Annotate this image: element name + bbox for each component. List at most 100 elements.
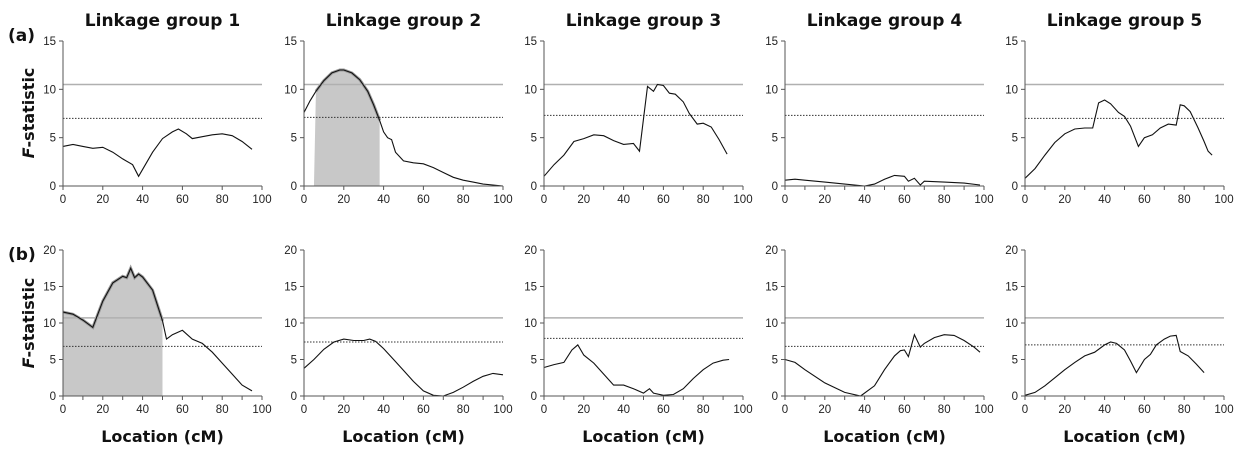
x-tick-label: 40 bbox=[377, 404, 390, 416]
x-tick-label: 100 bbox=[493, 404, 512, 416]
x-tick-label: 100 bbox=[252, 404, 271, 416]
x-tick-label: 60 bbox=[1138, 404, 1151, 416]
x-tick-label: 100 bbox=[252, 194, 271, 206]
x-tick-label: 80 bbox=[457, 404, 470, 416]
y-tick-label: 5 bbox=[291, 355, 297, 367]
y-tick-label: 0 bbox=[1012, 181, 1018, 193]
panel-title: Linkage group 2 bbox=[326, 11, 481, 31]
x-tick-label: 100 bbox=[733, 194, 752, 206]
x-tick-label: 80 bbox=[697, 194, 710, 206]
series-line bbox=[543, 344, 730, 396]
y-tick-label: 0 bbox=[50, 181, 56, 193]
confidence-region bbox=[313, 70, 380, 186]
chart-panel-5: Linkage group 5 0 5 10 15 0 20 40 60 80 100 bbox=[1005, 11, 1233, 206]
series-line bbox=[1024, 334, 1205, 396]
series-line bbox=[784, 174, 981, 187]
y-axis-label-rest: -statistic bbox=[19, 68, 38, 148]
x-tick-label: 20 bbox=[96, 194, 109, 206]
y-tick-label: 20 bbox=[43, 245, 56, 257]
x-tick-label: 40 bbox=[136, 194, 149, 206]
y-tick-label: 5 bbox=[531, 133, 537, 145]
y-tick-label: 5 bbox=[291, 133, 297, 145]
y-tick-label: 15 bbox=[43, 36, 56, 48]
x-tick-label: 0 bbox=[541, 404, 547, 416]
y-tick-label: 0 bbox=[531, 181, 537, 193]
y-axis-label-italic: F bbox=[19, 357, 38, 368]
x-tick-label: 40 bbox=[1098, 194, 1111, 206]
x-tick-label: 0 bbox=[782, 194, 788, 206]
y-tick-label: 20 bbox=[524, 245, 537, 257]
x-tick-label: 20 bbox=[337, 404, 350, 416]
x-tick-label: 40 bbox=[617, 194, 630, 206]
x-tick-label: 60 bbox=[898, 404, 911, 416]
x-tick-label: 60 bbox=[898, 194, 911, 206]
x-tick-label: 100 bbox=[1214, 404, 1233, 416]
y-tick-label: 0 bbox=[772, 391, 778, 403]
y-tick-label: 15 bbox=[765, 36, 778, 48]
y-tick-label: 10 bbox=[284, 318, 297, 330]
y-tick-label: 5 bbox=[772, 133, 778, 145]
series-line bbox=[62, 266, 253, 392]
y-tick-label: 5 bbox=[772, 355, 778, 367]
y-tick-label: 10 bbox=[524, 84, 537, 96]
x-tick-label: 60 bbox=[657, 194, 670, 206]
y-axis-label-row-b: F-statistic bbox=[19, 278, 38, 369]
x-tick-label: 80 bbox=[1178, 194, 1191, 206]
y-tick-label: 15 bbox=[765, 282, 778, 294]
chart-panel-6: 0 5 10 15 20 0 20 40 60 80 100 bbox=[43, 245, 271, 416]
y-tick-label: 20 bbox=[1005, 245, 1018, 257]
x-tick-label: 100 bbox=[493, 194, 512, 206]
y-tick-label: 10 bbox=[43, 318, 56, 330]
confidence-region bbox=[63, 268, 163, 396]
y-tick-label: 15 bbox=[524, 282, 537, 294]
x-tick-label: 0 bbox=[541, 194, 547, 206]
x-tick-label: 40 bbox=[858, 404, 871, 416]
x-tick-label: 40 bbox=[617, 404, 630, 416]
x-tick-label: 60 bbox=[417, 194, 430, 206]
y-tick-label: 15 bbox=[43, 282, 56, 294]
panel-title: Linkage group 4 bbox=[807, 11, 963, 31]
chart-panel-1: Linkage group 1 0 5 10 15 0 20 40 60 80 100 bbox=[43, 11, 271, 206]
y-tick-label: 10 bbox=[765, 318, 778, 330]
y-tick-label: 5 bbox=[1012, 133, 1018, 145]
y-tick-label: 15 bbox=[1005, 282, 1018, 294]
x-tick-label: 20 bbox=[577, 404, 590, 416]
x-tick-label: 0 bbox=[1022, 194, 1028, 206]
chart-panel-2: Linkage group 2 0 5 10 15 0 20 40 60 80 100 bbox=[284, 11, 512, 206]
x-tick-label: 20 bbox=[1058, 404, 1071, 416]
y-tick-label: 10 bbox=[765, 84, 778, 96]
y-tick-label: 5 bbox=[531, 355, 537, 367]
x-axis-label: Location (cM) bbox=[582, 427, 705, 446]
y-tick-label: 0 bbox=[50, 391, 56, 403]
x-tick-label: 0 bbox=[60, 404, 66, 416]
y-tick-label: 5 bbox=[1012, 355, 1018, 367]
chart-panel-8: 0 5 10 15 20 0 20 40 60 80 100 bbox=[524, 245, 752, 416]
chart-panel-3: Linkage group 3 0 5 10 15 0 20 40 60 80 100 bbox=[524, 11, 752, 206]
x-axis-labels: Location (cM) Location (cM) Location (cM) L… bbox=[101, 427, 1186, 446]
y-tick-label: 15 bbox=[284, 282, 297, 294]
x-tick-label: 60 bbox=[417, 404, 430, 416]
series-line bbox=[303, 338, 504, 397]
x-tick-label: 0 bbox=[1022, 404, 1028, 416]
x-tick-label: 40 bbox=[136, 404, 149, 416]
x-tick-label: 0 bbox=[782, 404, 788, 416]
x-tick-label: 80 bbox=[457, 194, 470, 206]
y-tick-label: 0 bbox=[291, 391, 297, 403]
y-tick-label: 20 bbox=[284, 245, 297, 257]
y-tick-label: 15 bbox=[284, 36, 297, 48]
x-tick-label: 20 bbox=[337, 194, 350, 206]
x-tick-label: 0 bbox=[301, 194, 307, 206]
y-axis-label-rest: -statistic bbox=[19, 278, 38, 358]
y-tick-label: 0 bbox=[291, 181, 297, 193]
panel-title: Linkage group 5 bbox=[1047, 11, 1202, 31]
x-tick-label: 20 bbox=[818, 404, 831, 416]
y-tick-label: 0 bbox=[531, 391, 537, 403]
y-tick-label: 0 bbox=[772, 181, 778, 193]
x-axis-label: Location (cM) bbox=[342, 427, 465, 446]
row-label-b: (b) bbox=[8, 245, 36, 265]
y-tick-label: 15 bbox=[1005, 36, 1018, 48]
x-tick-label: 20 bbox=[818, 194, 831, 206]
y-tick-label: 20 bbox=[765, 245, 778, 257]
y-tick-label: 15 bbox=[524, 36, 537, 48]
